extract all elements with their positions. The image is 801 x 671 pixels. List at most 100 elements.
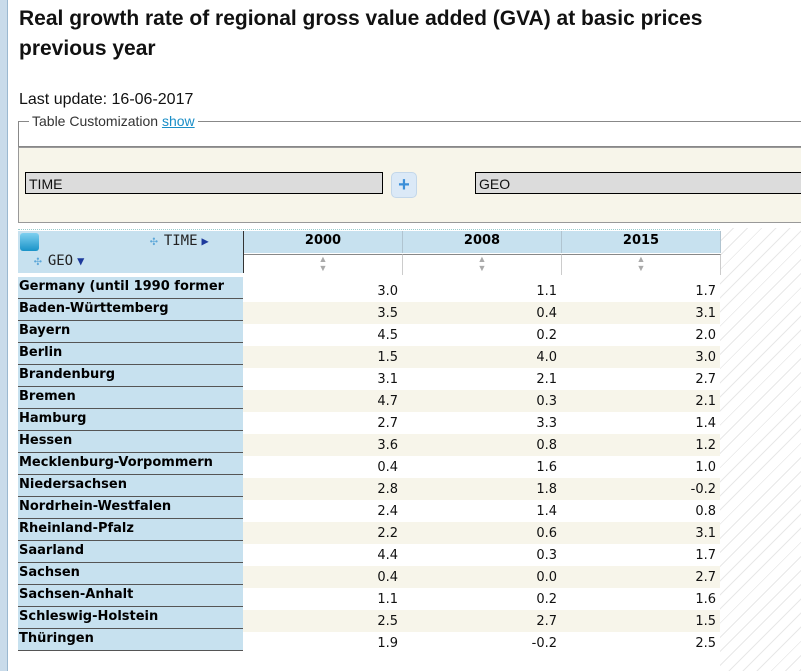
table-row: Mecklenburg-Vorpommern 0.4 1.6 1.0 xyxy=(18,453,720,478)
cell-value: 0.3 xyxy=(536,394,557,409)
column-header-2008: 2008 xyxy=(403,231,562,253)
row-label: Nordrhein-Westfalen xyxy=(18,497,243,519)
cell-value: 1.4 xyxy=(536,504,557,519)
cell-value: 3.3 xyxy=(536,416,557,431)
cell-value: 1.6 xyxy=(695,592,716,607)
table-row: Schleswig-Holstein 2.5 2.7 1.5 xyxy=(18,607,720,632)
cell-value: 3.1 xyxy=(695,306,716,321)
table-logo-icon[interactable] xyxy=(20,233,39,251)
table-row: Saarland 4.4 0.3 1.7 xyxy=(18,541,720,566)
row-label: Bayern xyxy=(18,321,243,343)
row-label: Hessen xyxy=(18,431,243,453)
table-row: Hessen 3.6 0.8 1.2 xyxy=(18,431,720,456)
time-axis-label: TIME xyxy=(163,233,198,249)
sort-icon[interactable]: ▲ ▼ xyxy=(244,254,403,275)
table-row: Berlin 1.5 4.0 3.0 xyxy=(18,343,720,368)
cell-value: 4.0 xyxy=(536,350,557,365)
cell-value: 2.0 xyxy=(695,328,716,343)
cell-value: 2.2 xyxy=(377,526,398,541)
geo-axis-handle[interactable]: ✣ GEO ▼ xyxy=(34,253,84,269)
cell-value: 4.5 xyxy=(377,328,398,343)
cell-value: 1.9 xyxy=(377,636,398,651)
row-label: Germany (until 1990 former xyxy=(18,277,243,299)
cell-value: 2.7 xyxy=(377,416,398,431)
row-label: Sachsen xyxy=(18,563,243,585)
cell-value: 4.7 xyxy=(377,394,398,409)
cell-value: 2.7 xyxy=(536,614,557,629)
cell-value: -0.2 xyxy=(690,482,716,497)
table-customization-fieldset: Table Customization show xyxy=(18,113,801,147)
show-customization-link[interactable]: show xyxy=(161,113,195,129)
layout-panel: TIME + GEO xyxy=(18,147,801,223)
table-row: Bremen 4.7 0.3 2.1 xyxy=(18,387,720,412)
row-label: Brandenburg xyxy=(18,365,243,387)
column-dimension-geo[interactable]: GEO xyxy=(475,172,801,194)
cell-value: 0.2 xyxy=(536,592,557,607)
row-label: Baden-Württemberg xyxy=(18,299,243,321)
left-frame-edge xyxy=(0,0,8,671)
cell-value: 0.4 xyxy=(536,306,557,321)
cell-value: 0.4 xyxy=(377,570,398,585)
cell-value: 2.7 xyxy=(695,570,716,585)
cell-value: 2.5 xyxy=(695,636,716,651)
row-label: Saarland xyxy=(18,541,243,563)
row-label: Schleswig-Holstein xyxy=(18,607,243,629)
last-update: Last update: 16-06-2017 xyxy=(19,91,194,108)
cell-value: 0.6 xyxy=(536,526,557,541)
cell-value: 3.6 xyxy=(377,438,398,453)
geo-axis-label: GEO xyxy=(47,253,74,269)
row-dimension-time[interactable]: TIME xyxy=(25,172,383,194)
row-label: Berlin xyxy=(18,343,243,365)
title-line-2: previous year xyxy=(19,37,156,60)
cell-value: 2.1 xyxy=(695,394,716,409)
table-row: Nordrhein-Westfalen 2.4 1.4 0.8 xyxy=(18,497,720,522)
cell-value: 3.0 xyxy=(377,284,398,299)
cell-value: 0.0 xyxy=(536,570,557,585)
row-label: Bremen xyxy=(18,387,243,409)
cell-value: -0.2 xyxy=(531,636,557,651)
cell-value: 1.7 xyxy=(695,284,716,299)
cell-value: 1.2 xyxy=(695,438,716,453)
row-label: Mecklenburg-Vorpommern xyxy=(18,453,243,475)
cell-value: 2.4 xyxy=(377,504,398,519)
cell-value: 3.1 xyxy=(377,372,398,387)
data-table: ✣ TIME ▶ ✣ GEO ▼ 2000 2008 2015 ▲ ▼ ▲ ▼ ▲ ▼ Ger… xyxy=(18,229,721,651)
row-label: Niedersachsen xyxy=(18,475,243,497)
customization-label: Table Customization xyxy=(32,113,159,129)
column-header-2015: 2015 xyxy=(562,231,721,253)
sort-icon[interactable]: ▲ ▼ xyxy=(403,254,562,275)
cell-value: 2.8 xyxy=(377,482,398,497)
cell-value: 1.1 xyxy=(377,592,398,607)
move-icon: ✣ xyxy=(150,234,158,249)
table-row: Rheinland-Pfalz 2.2 0.6 3.1 xyxy=(18,519,720,544)
column-header-2000: 2000 xyxy=(244,231,403,253)
time-axis-handle[interactable]: ✣ TIME ▶ xyxy=(150,233,209,249)
triangle-right-icon[interactable]: ▶ xyxy=(201,234,209,248)
table-row: Hamburg 2.7 3.3 1.4 xyxy=(18,409,720,434)
triangle-down-icon[interactable]: ▼ xyxy=(77,254,85,268)
title-line-1: Real growth rate of regional gross value… xyxy=(19,7,703,30)
cell-value: 2.1 xyxy=(536,372,557,387)
table-row: Niedersachsen 2.8 1.8 -0.2 xyxy=(18,475,720,500)
sort-icon[interactable]: ▲ ▼ xyxy=(562,254,721,275)
add-dimension-button[interactable]: + xyxy=(391,172,417,198)
cell-value: 1.7 xyxy=(695,548,716,563)
cell-value: 3.1 xyxy=(695,526,716,541)
cell-value: 1.4 xyxy=(695,416,716,431)
cell-value: 2.7 xyxy=(695,372,716,387)
cell-value: 3.5 xyxy=(377,306,398,321)
cell-value: 0.2 xyxy=(536,328,557,343)
cell-value: 2.5 xyxy=(377,614,398,629)
cell-value: 1.5 xyxy=(377,350,398,365)
table-row: Sachsen-Anhalt 1.1 0.2 1.6 xyxy=(18,585,720,610)
cell-value: 3.0 xyxy=(695,350,716,365)
cell-value: 4.4 xyxy=(377,548,398,563)
table-corner: ✣ TIME ▶ ✣ GEO ▼ xyxy=(18,231,244,273)
cell-value: 1.0 xyxy=(695,460,716,475)
cell-value: 1.8 xyxy=(536,482,557,497)
row-label: Thüringen xyxy=(18,629,243,651)
table-row: Bayern 4.5 0.2 2.0 xyxy=(18,321,720,346)
cell-value: 0.4 xyxy=(377,460,398,475)
table-row: Germany (until 1990 former 3.0 1.1 1.7 xyxy=(18,277,720,302)
row-label: Sachsen-Anhalt xyxy=(18,585,243,607)
